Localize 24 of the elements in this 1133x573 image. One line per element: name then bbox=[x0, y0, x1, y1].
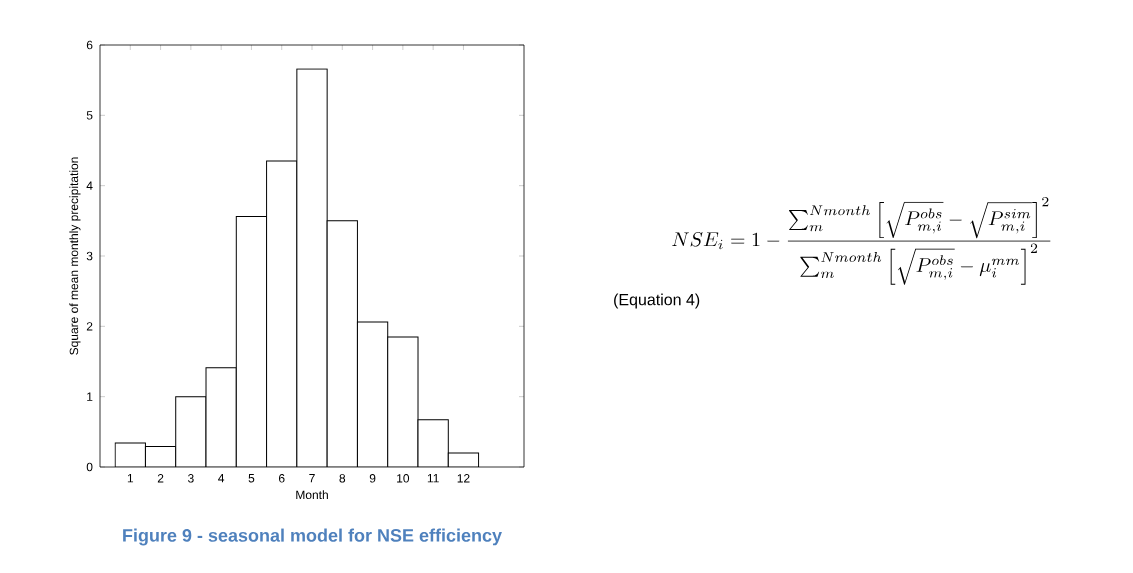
text: (Equation 4) bbox=[614, 293, 700, 309]
y-tick-label: 1 bbox=[87, 392, 93, 401]
y-tick-label: 2 bbox=[86, 322, 93, 331]
x-tick-label: 2 bbox=[157, 474, 164, 483]
x-tick-label: 8 bbox=[339, 474, 346, 483]
x-tick-label: 3 bbox=[188, 474, 194, 483]
x-tick-label: 5 bbox=[248, 474, 255, 483]
y-tick-label: 4 bbox=[86, 181, 93, 190]
x-axis-title: Month bbox=[296, 490, 328, 500]
x-tick-label: 6 bbox=[278, 474, 285, 483]
y-tick-label: 3 bbox=[86, 251, 93, 261]
x-tick-label: 11 bbox=[427, 474, 439, 483]
x-tick-label: 1 bbox=[127, 474, 134, 483]
y-tick-label: 5 bbox=[86, 111, 93, 120]
x-tick-label: 12 bbox=[457, 474, 470, 483]
y-tick-label: 6 bbox=[86, 40, 93, 50]
text: Figure 9 - seasonal model for NSE efficiency bbox=[123, 528, 502, 546]
x-tick-label: 9 bbox=[369, 474, 376, 483]
x-tick-label: 10 bbox=[397, 474, 410, 483]
y-axis-title: Square of mean monthly precipitation bbox=[69, 157, 81, 355]
text: $NSE_i = 1 - \frac{\sum_m^{Nmonth}\left[\sqrt{P_{m,i}^{obs}}-\sqrt{P_{m,i}^{sim}}\right]^2}{\sum_m^{Nmonth}\left[\sqrt{P_{m,i}^{obs}}-\mu_i^{mm}\right]^2}$ bbox=[672, 196, 1051, 285]
x-tick-label: 7 bbox=[309, 474, 315, 483]
y-tick-label: 0 bbox=[86, 462, 93, 472]
x-tick-label: 4 bbox=[218, 474, 225, 483]
